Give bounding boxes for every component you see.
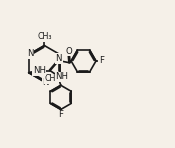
Text: CH₃: CH₃ <box>37 32 52 41</box>
Text: F: F <box>99 57 104 65</box>
Text: N: N <box>55 54 62 63</box>
Text: NH: NH <box>55 72 68 81</box>
Text: F: F <box>58 110 63 119</box>
Text: N: N <box>27 49 33 58</box>
Text: CH₃: CH₃ <box>44 74 59 83</box>
Text: NH: NH <box>33 66 46 75</box>
Text: N: N <box>43 78 49 87</box>
Text: O: O <box>65 47 72 56</box>
